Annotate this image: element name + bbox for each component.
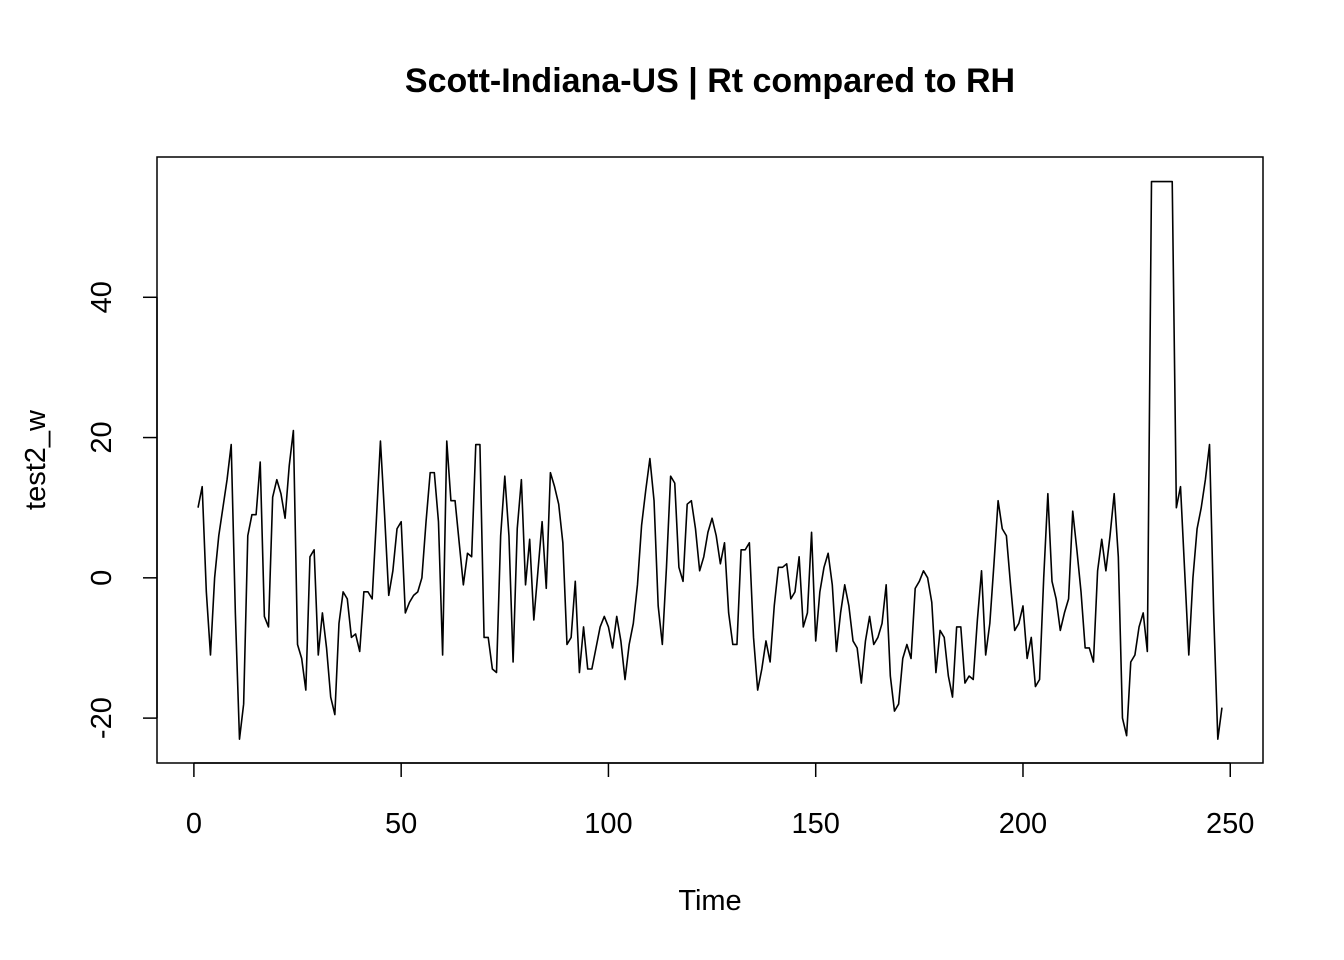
y-tick-label: -20 — [86, 697, 118, 739]
chart-title: Scott-Indiana-US | Rt compared to RH — [405, 62, 1015, 100]
x-tick-label: 50 — [385, 808, 417, 840]
x-axis: 0 50 100 150 200 250 — [186, 762, 1254, 840]
x-axis-label: Time — [678, 885, 741, 917]
y-tick-label: 40 — [86, 281, 118, 313]
x-tick-label: 150 — [792, 808, 840, 840]
series-line — [197, 180, 1223, 740]
x-tick-label: 0 — [186, 808, 202, 840]
y-axis: -20 0 20 40 — [86, 281, 158, 739]
y-axis-label: test2_w — [20, 409, 52, 510]
x-tick-label: 250 — [1206, 808, 1254, 840]
plot-frame — [156, 156, 1264, 764]
y-tick-label: 0 — [86, 570, 118, 586]
x-tick-label: 100 — [584, 808, 632, 840]
series-layer — [197, 180, 1223, 740]
y-tick-label: 20 — [86, 421, 118, 453]
x-tick-label: 200 — [999, 808, 1047, 840]
